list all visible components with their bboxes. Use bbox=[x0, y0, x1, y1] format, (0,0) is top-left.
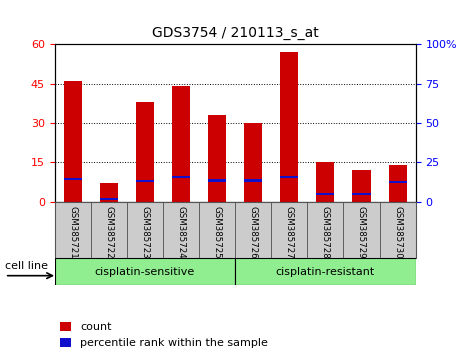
Text: GSM385721: GSM385721 bbox=[68, 206, 77, 259]
Bar bbox=[172, 176, 190, 178]
Bar bbox=[136, 102, 154, 202]
Bar bbox=[235, 202, 271, 258]
Bar bbox=[352, 170, 370, 202]
Bar bbox=[136, 180, 154, 182]
Bar bbox=[208, 115, 226, 202]
Bar bbox=[55, 258, 235, 285]
Bar bbox=[280, 52, 298, 202]
Text: cell line: cell line bbox=[5, 261, 48, 271]
Bar bbox=[64, 178, 82, 180]
Bar bbox=[316, 162, 334, 202]
Bar bbox=[91, 202, 127, 258]
Bar bbox=[389, 181, 407, 183]
Bar bbox=[55, 202, 91, 258]
Bar bbox=[343, 202, 380, 258]
Bar bbox=[389, 165, 407, 202]
Bar bbox=[127, 202, 163, 258]
Bar bbox=[235, 258, 416, 285]
Text: GSM385730: GSM385730 bbox=[393, 206, 402, 259]
Bar bbox=[380, 202, 416, 258]
Title: GDS3754 / 210113_s_at: GDS3754 / 210113_s_at bbox=[152, 27, 319, 40]
Bar bbox=[100, 198, 118, 200]
Text: GSM385729: GSM385729 bbox=[357, 206, 366, 259]
Bar bbox=[307, 202, 343, 258]
Text: GSM385722: GSM385722 bbox=[104, 206, 113, 259]
Bar bbox=[199, 202, 235, 258]
Bar bbox=[316, 193, 334, 195]
Text: GSM385723: GSM385723 bbox=[141, 206, 149, 259]
Bar bbox=[172, 86, 190, 202]
Bar bbox=[280, 176, 298, 178]
Bar bbox=[352, 193, 370, 195]
Bar bbox=[100, 183, 118, 202]
Bar bbox=[271, 202, 307, 258]
Text: GSM385726: GSM385726 bbox=[249, 206, 257, 259]
Bar bbox=[163, 202, 199, 258]
Text: GSM385725: GSM385725 bbox=[213, 206, 221, 259]
Text: GSM385728: GSM385728 bbox=[321, 206, 330, 259]
Bar bbox=[244, 179, 262, 182]
Text: GSM385724: GSM385724 bbox=[177, 206, 185, 259]
Bar bbox=[208, 179, 226, 182]
Text: GSM385727: GSM385727 bbox=[285, 206, 294, 259]
Text: cisplatin-resistant: cisplatin-resistant bbox=[276, 267, 375, 277]
Legend: count, percentile rank within the sample: count, percentile rank within the sample bbox=[60, 322, 268, 348]
Text: cisplatin-sensitive: cisplatin-sensitive bbox=[95, 267, 195, 277]
Bar bbox=[244, 123, 262, 202]
Bar bbox=[64, 81, 82, 202]
